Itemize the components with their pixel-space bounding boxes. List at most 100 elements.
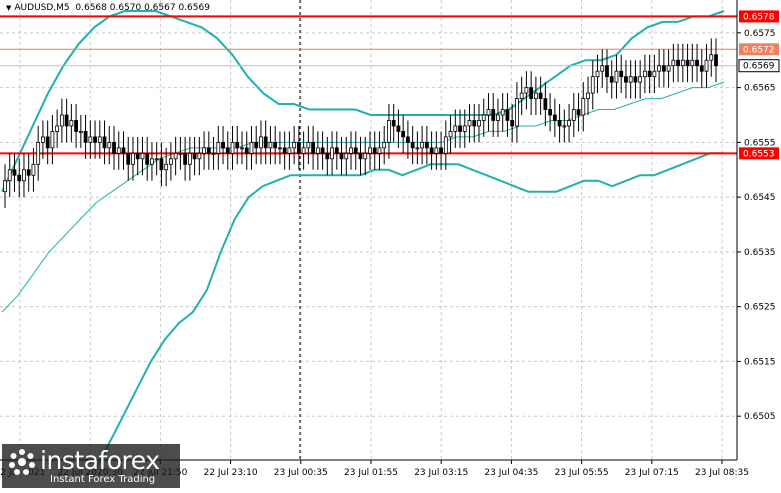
candle (344, 136, 349, 176)
candle (78, 115, 83, 148)
current-price-tag[interactable] (738, 59, 780, 73)
candle-body (211, 152, 216, 155)
candle (235, 125, 240, 165)
candle-body (41, 136, 45, 143)
time-tick-label: 23 Jul 01:55 (344, 468, 398, 478)
price-tick-label: 0.6575 (744, 29, 776, 39)
lower-band-line (94, 152, 724, 472)
candle-body (638, 76, 643, 83)
candle (254, 125, 259, 165)
candle (3, 164, 7, 209)
candle (628, 60, 633, 99)
candle-body (230, 141, 235, 154)
candle (202, 131, 206, 170)
candle-body (405, 136, 410, 143)
candle (121, 131, 126, 170)
candle (306, 125, 311, 165)
dropdown-triangle-icon[interactable]: ▼ (6, 4, 12, 12)
candle (145, 136, 150, 181)
candle (83, 115, 88, 159)
candle (382, 125, 387, 165)
price-tick-label: 0.6565 (744, 84, 776, 94)
candle (339, 136, 344, 176)
candle (12, 153, 17, 192)
candle (472, 104, 477, 143)
candle (690, 43, 695, 83)
candle-body (83, 131, 88, 143)
candle (491, 93, 496, 137)
candle-body (93, 136, 97, 143)
candle-body (377, 147, 382, 154)
candle (557, 104, 562, 143)
candle (135, 136, 140, 176)
level-price-tag[interactable] (739, 10, 779, 23)
candle-body (225, 147, 230, 154)
level-price-tag[interactable] (739, 43, 779, 56)
candle-body (600, 65, 605, 72)
candle (353, 131, 358, 170)
candle-body (505, 109, 510, 121)
candle (624, 60, 628, 99)
candle-body (529, 87, 534, 99)
candle-body (372, 147, 377, 154)
candle-body (116, 147, 121, 154)
candle-body (221, 141, 225, 149)
candle-body (126, 152, 131, 165)
candle (439, 131, 443, 170)
candle-body (278, 147, 282, 150)
candle (424, 125, 429, 165)
candle (268, 125, 273, 165)
candle (533, 76, 538, 115)
candle-body (97, 136, 102, 143)
candle (453, 109, 458, 148)
candle (164, 147, 169, 187)
candle-body (496, 114, 500, 121)
candle (704, 43, 709, 88)
candle-body (685, 59, 690, 67)
candle-body (462, 125, 467, 132)
candle (519, 76, 524, 115)
candle-body (249, 141, 254, 154)
candle (401, 115, 406, 154)
candle (543, 82, 548, 126)
candle-body (12, 169, 17, 176)
candle-body (55, 125, 60, 132)
candle-body (619, 70, 624, 78)
candle-body (571, 109, 576, 121)
candle-body (88, 136, 93, 143)
level-price-tag[interactable] (739, 147, 779, 160)
candle (429, 131, 434, 170)
candle (548, 93, 552, 132)
candle-body (244, 147, 249, 154)
candle-body (22, 169, 26, 182)
candle-body (31, 163, 36, 176)
level-price-label: 0.6572 (743, 45, 775, 55)
candle-body (581, 98, 586, 116)
candle-body (586, 92, 590, 99)
price-tick-label: 0.6515 (744, 357, 776, 367)
candle-body (334, 147, 339, 154)
price-tick-label: 0.6525 (744, 303, 776, 313)
candle (140, 136, 145, 176)
candle (287, 131, 292, 170)
symbol-label: AUDUSD,M5 (14, 3, 70, 13)
candle (150, 142, 154, 181)
ohlc-values: 0.6568 0.6570 0.6567 0.6569 (75, 3, 210, 13)
candle (443, 120, 448, 170)
candle-body (344, 152, 349, 160)
candle (500, 93, 505, 132)
candle (377, 131, 382, 170)
candle (244, 131, 249, 170)
candle (685, 43, 690, 83)
candle-body (652, 70, 657, 78)
candle (349, 131, 353, 170)
candle (26, 153, 31, 192)
candle (45, 120, 50, 165)
candle (581, 82, 586, 132)
candle (311, 125, 316, 170)
candle-body (339, 152, 344, 160)
candle (538, 76, 543, 115)
